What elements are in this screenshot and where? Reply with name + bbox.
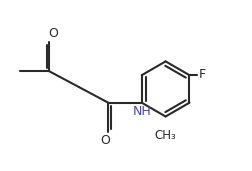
Text: CH₃: CH₃ [155, 129, 176, 142]
Text: NH: NH [132, 105, 151, 118]
Text: O: O [100, 134, 110, 147]
Text: O: O [48, 27, 58, 40]
Text: F: F [199, 68, 206, 81]
